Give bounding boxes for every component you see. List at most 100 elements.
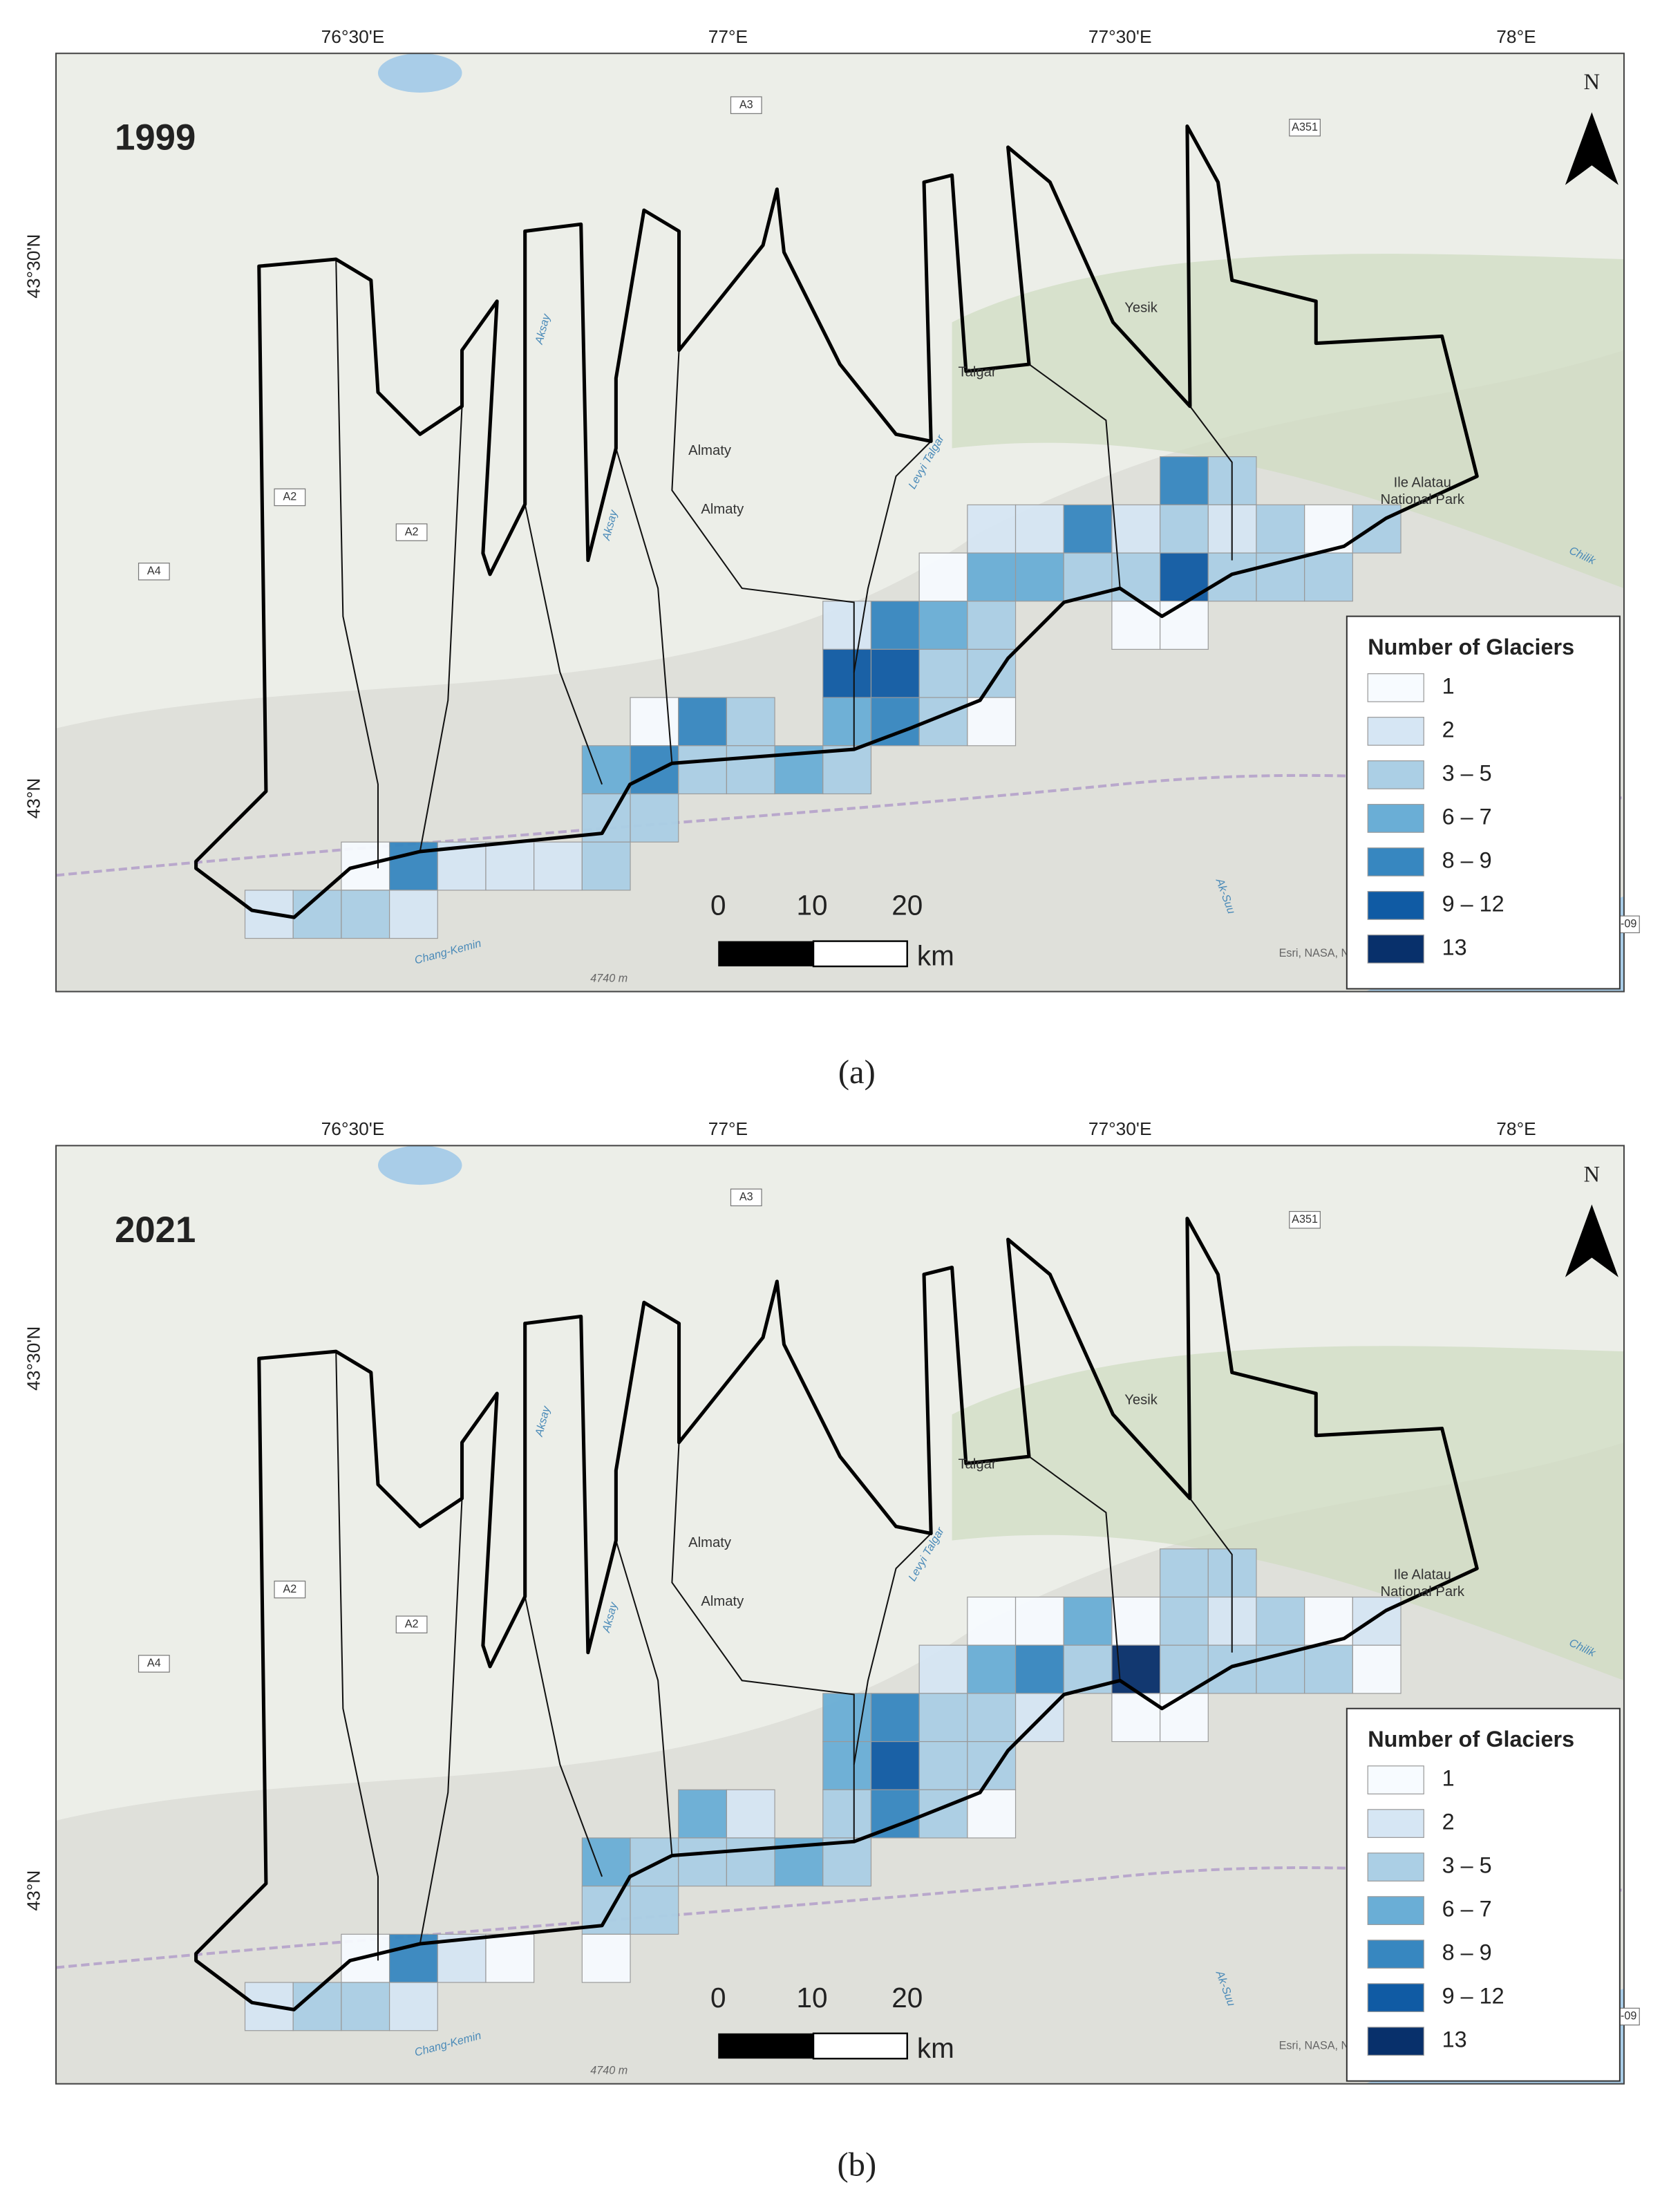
grid-cell: [967, 697, 1017, 747]
place-label: Almaty: [688, 443, 732, 458]
road-label: A3: [739, 98, 753, 111]
grid-cell: [1256, 552, 1305, 602]
sub-basin: [419, 1498, 463, 1944]
sub-basin: [524, 504, 603, 785]
grid-cell: [918, 1740, 968, 1790]
year-label: 2021: [115, 1210, 196, 1250]
grid-cell: [1159, 1693, 1209, 1743]
grid-cell: [967, 1789, 1017, 1839]
grid-cell: [870, 697, 920, 747]
grid-cell: [967, 1693, 1017, 1743]
legend-label: 13: [1442, 2027, 1467, 2052]
grid-cell: [678, 1837, 728, 1887]
grid-cell: [581, 1837, 631, 1887]
grid-cell: [1111, 1596, 1161, 1646]
grid-cell: [1159, 1548, 1209, 1598]
grid-cell: [485, 841, 535, 891]
lon-label: 78°E: [1496, 1118, 1536, 1139]
grid-cell: [1352, 1596, 1401, 1646]
grid-cell: [918, 601, 968, 650]
caption: (a): [838, 1053, 876, 1091]
place-label: Ile Alatau: [1394, 476, 1451, 491]
lake: [377, 1145, 462, 1185]
grid-cell: [1207, 1644, 1257, 1694]
place-label: Ile Alatau: [1394, 1568, 1451, 1583]
scalebar-tick: 10: [796, 890, 827, 921]
legend-label: 9 – 12: [1442, 1984, 1504, 2009]
grid-cell: [1304, 552, 1353, 602]
road-shield: [138, 563, 170, 581]
grid-cell: [822, 1693, 872, 1743]
legend-label: 6 – 7: [1442, 805, 1492, 829]
grid-cell: [630, 1837, 679, 1887]
grid-cell: [1014, 1644, 1064, 1694]
grid-cell: [918, 1644, 968, 1694]
grid-cell: [870, 601, 920, 650]
road-label: A4: [147, 565, 161, 577]
grid-cell: [678, 745, 728, 795]
legend-label: 1: [1442, 673, 1455, 698]
sub-basin: [671, 1442, 855, 1842]
north-arrow: [1565, 1204, 1618, 1277]
grid-cell: [726, 745, 775, 795]
road-shield: [274, 488, 306, 507]
grid-cell: [967, 552, 1017, 602]
road-shield: [138, 1655, 170, 1673]
grid-cell: [822, 745, 872, 795]
legend-label: 13: [1442, 935, 1467, 960]
map-frame: [55, 1145, 1625, 2085]
place-label: Almaty: [688, 1535, 732, 1550]
grid-cell: [388, 1982, 438, 2031]
grid-cell: [1256, 1644, 1305, 1694]
scalebar-white: [812, 2032, 908, 2060]
grid-cell: [630, 793, 679, 843]
place-label: National Park: [1380, 1584, 1464, 1599]
lon-label: 76°30'E: [321, 1118, 385, 1139]
grid-cell: [1159, 456, 1209, 505]
map-panel: 1999 76°30'E 77°E 77°30'E 78°E 43°30'N 43°N Alm…: [23, 26, 1640, 993]
legend-swatch: [1367, 891, 1424, 920]
legend-label: 6 – 7: [1442, 1897, 1492, 1922]
grid-cell: [726, 1837, 775, 1887]
legend-swatch: [1367, 935, 1424, 964]
grid-cell: [967, 601, 1017, 650]
legend-swatch: [1367, 760, 1424, 789]
lat-label: 43°30'N: [23, 1326, 44, 1391]
scalebar-black: [718, 941, 814, 967]
grid-cell: [1063, 1596, 1113, 1646]
place-label: National Park: [1380, 492, 1464, 507]
legend-title: Number of Glaciers: [1368, 635, 1574, 659]
scalebar-tick: 20: [891, 890, 923, 921]
scalebar-tick: 20: [891, 1982, 923, 2014]
place-label: Almaty: [701, 502, 744, 517]
legend-label: 2: [1442, 1810, 1455, 1834]
legend-swatch: [1367, 2027, 1424, 2056]
sub-basin: [524, 1596, 603, 1877]
legend-swatch: [1367, 1809, 1424, 1838]
grid-cell: [1014, 552, 1064, 602]
legend-swatch: [1367, 804, 1424, 833]
lake: [377, 53, 462, 93]
scalebar-tick: 10: [796, 1982, 827, 2014]
lon-label: 77°30'E: [1088, 1118, 1152, 1139]
road-label: A4: [147, 1657, 161, 1669]
grid-cell: [1352, 504, 1401, 554]
grid-cell: [1063, 552, 1113, 602]
sub-basin: [853, 440, 932, 673]
sub-basin: [1028, 364, 1121, 589]
grid-cell: [726, 1789, 775, 1839]
road-shield: [1289, 1210, 1321, 1229]
north-label: N: [1584, 70, 1600, 95]
park-area: [952, 254, 1624, 589]
legend-box: [1346, 615, 1621, 990]
grid-cell: [1014, 1596, 1064, 1646]
grid-cell: [581, 841, 631, 891]
grid-cell: [581, 1933, 631, 1983]
park-area: [952, 1346, 1624, 1681]
scalebar-black: [718, 2033, 814, 2059]
grid-cell: [822, 697, 872, 747]
grid-cell: [678, 697, 728, 747]
scalebar-unit: km: [917, 940, 954, 972]
grid-cell: [918, 1693, 968, 1743]
